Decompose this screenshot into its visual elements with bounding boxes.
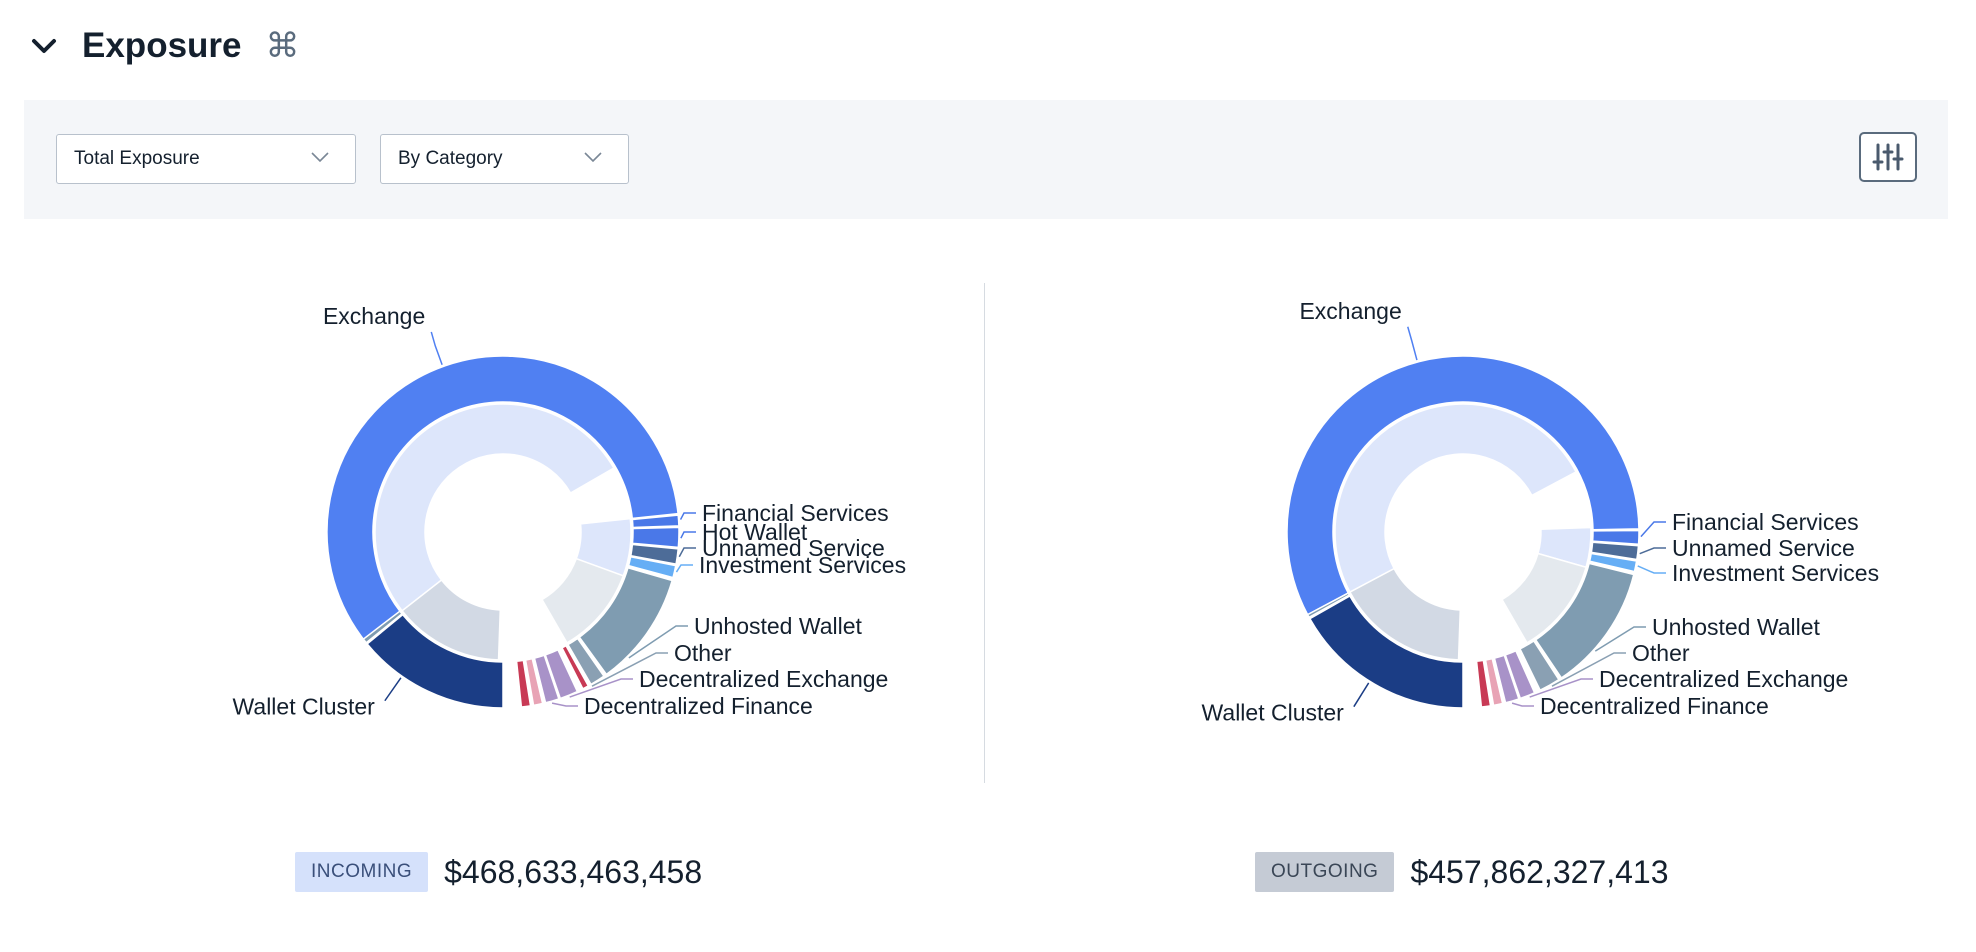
metric-select[interactable]: Total Exposure: [56, 134, 356, 184]
other-slice[interactable]: [1518, 639, 1560, 692]
other-slice[interactable]: [566, 637, 605, 686]
exchange-leader-line: [1407, 326, 1418, 361]
investment-services-label: Investment Services: [1672, 560, 1879, 586]
chevron-down-icon: [311, 152, 329, 163]
hot-wallet-slice[interactable]: [631, 526, 680, 549]
exchange-inner-slice[interactable]: [374, 403, 615, 612]
exchange-inner-slice[interactable]: [1334, 403, 1578, 594]
wallet-cluster-inner-slice[interactable]: [401, 578, 502, 661]
defi-label: Decentralized Finance: [584, 693, 813, 719]
unnamed-service-label: Unnamed Service: [702, 535, 885, 561]
wallet-cluster-label: Wallet Cluster: [1202, 700, 1345, 726]
financial-services-slice[interactable]: [1591, 529, 1640, 546]
grouping-select[interactable]: By Category: [380, 134, 629, 184]
filter-toolbar: Total Exposure By Category: [24, 100, 1948, 219]
defi-slice[interactable]: [533, 654, 560, 704]
section-title: Exposure: [82, 26, 242, 65]
financial-services-leader-line: [1640, 521, 1666, 538]
financial-services-slice[interactable]: [631, 514, 680, 529]
defi-leader-line: [551, 702, 578, 707]
unhosted-wallet-slice[interactable]: [578, 566, 674, 676]
dex-slice[interactable]: [544, 648, 579, 700]
pink-slice[interactable]: [1484, 657, 1504, 707]
chevron-down-icon: [584, 152, 602, 163]
unhosted-wallet-inner-slice[interactable]: [1500, 552, 1587, 644]
unnamed-service-leader-line: [1639, 547, 1666, 555]
unhosted-wallet-inner-slice[interactable]: [540, 557, 625, 644]
investment-services-slice[interactable]: [627, 555, 677, 579]
wallet-cluster-edge-slice[interactable]: [362, 610, 404, 644]
unnamed-service-slice[interactable]: [1590, 541, 1640, 561]
defi-label: Decentralized Finance: [1540, 693, 1769, 719]
unhosted-wallet-leader-line: [1594, 626, 1646, 652]
dex-leader-line: [569, 678, 633, 698]
wallet-cluster-slice[interactable]: [1308, 594, 1464, 709]
investment-services-label: Investment Services: [699, 552, 906, 578]
financial-services-label: Financial Services: [1672, 509, 1859, 535]
chart-settings-button[interactable]: [1859, 132, 1917, 182]
command-icon[interactable]: ⌘: [265, 27, 300, 65]
other-label: Other: [1632, 640, 1690, 666]
unhosted-wallet-label: Unhosted Wallet: [1652, 614, 1821, 640]
exchange-label: Exchange: [1299, 298, 1401, 324]
unhosted-wallet-label: Unhosted Wallet: [694, 613, 863, 639]
financial-services-leader-line: [679, 512, 696, 520]
outgoing-amount: $457,862,327,413: [1410, 853, 1669, 890]
other-leader-line: [591, 652, 668, 687]
pink-slice[interactable]: [524, 657, 544, 707]
dex-leader-line: [1529, 678, 1593, 698]
exchange-label: Exchange: [323, 303, 425, 329]
red-slice[interactable]: [1475, 659, 1492, 708]
sliders-icon: [1872, 143, 1904, 171]
unhosted-wallet-leader-line: [628, 625, 688, 659]
incoming-amount: $468,633,463,458: [444, 853, 703, 890]
investment-services-leader-line: [1637, 565, 1666, 574]
metric-select-value: Total Exposure: [74, 148, 200, 169]
other-leader-line: [1551, 652, 1626, 687]
wallet-cluster-edge-slice[interactable]: [1306, 592, 1351, 619]
unnamed-service-leader-line: [678, 547, 696, 558]
unhosted-wallet-slice[interactable]: [1534, 562, 1635, 679]
wallet-cluster-slice[interactable]: [366, 613, 504, 709]
wallet-cluster-label: Wallet Cluster: [233, 694, 376, 720]
outgoing-badge: OUTGOING: [1255, 852, 1395, 892]
outgoing-total: OUTGOING $457,862,327,413: [1255, 852, 1668, 892]
exchange-leader-line: [430, 331, 443, 365]
unnamed-service-slice[interactable]: [629, 543, 680, 565]
unnamed-service-label: Unnamed Service: [1672, 535, 1855, 561]
exchange-slice[interactable]: [1286, 355, 1640, 616]
investment-services-slice[interactable]: [1588, 552, 1638, 573]
dex-label: Decentralized Exchange: [1599, 666, 1848, 692]
chevron-down-icon[interactable]: [28, 30, 60, 62]
other-label: Other: [674, 640, 732, 666]
financial-services-label: Financial Services: [702, 500, 889, 526]
red-slice[interactable]: [515, 659, 532, 708]
red-slice[interactable]: [561, 644, 590, 690]
exchange-slice[interactable]: [326, 355, 679, 642]
hot-wallet-label: Hot Wallet: [702, 519, 808, 545]
wallet-cluster-leader-line: [384, 677, 402, 702]
incoming-badge: INCOMING: [295, 852, 429, 892]
investment-services-leader-line: [675, 564, 693, 573]
incoming-total: INCOMING $468,633,463,458: [295, 852, 702, 892]
defi-leader-line: [1511, 702, 1534, 707]
wallet-cluster-inner-slice[interactable]: [1348, 567, 1462, 661]
grouping-select-value: By Category: [398, 148, 503, 169]
section-header: Exposure ⌘: [28, 18, 300, 74]
dex-slice[interactable]: [1504, 649, 1536, 700]
chart-divider: [984, 283, 985, 783]
defi-slice[interactable]: [1493, 654, 1520, 704]
hot-wallet-leader-line: [680, 531, 696, 539]
wallet-cluster-leader-line: [1353, 682, 1370, 708]
dex-label: Decentralized Exchange: [639, 666, 888, 692]
